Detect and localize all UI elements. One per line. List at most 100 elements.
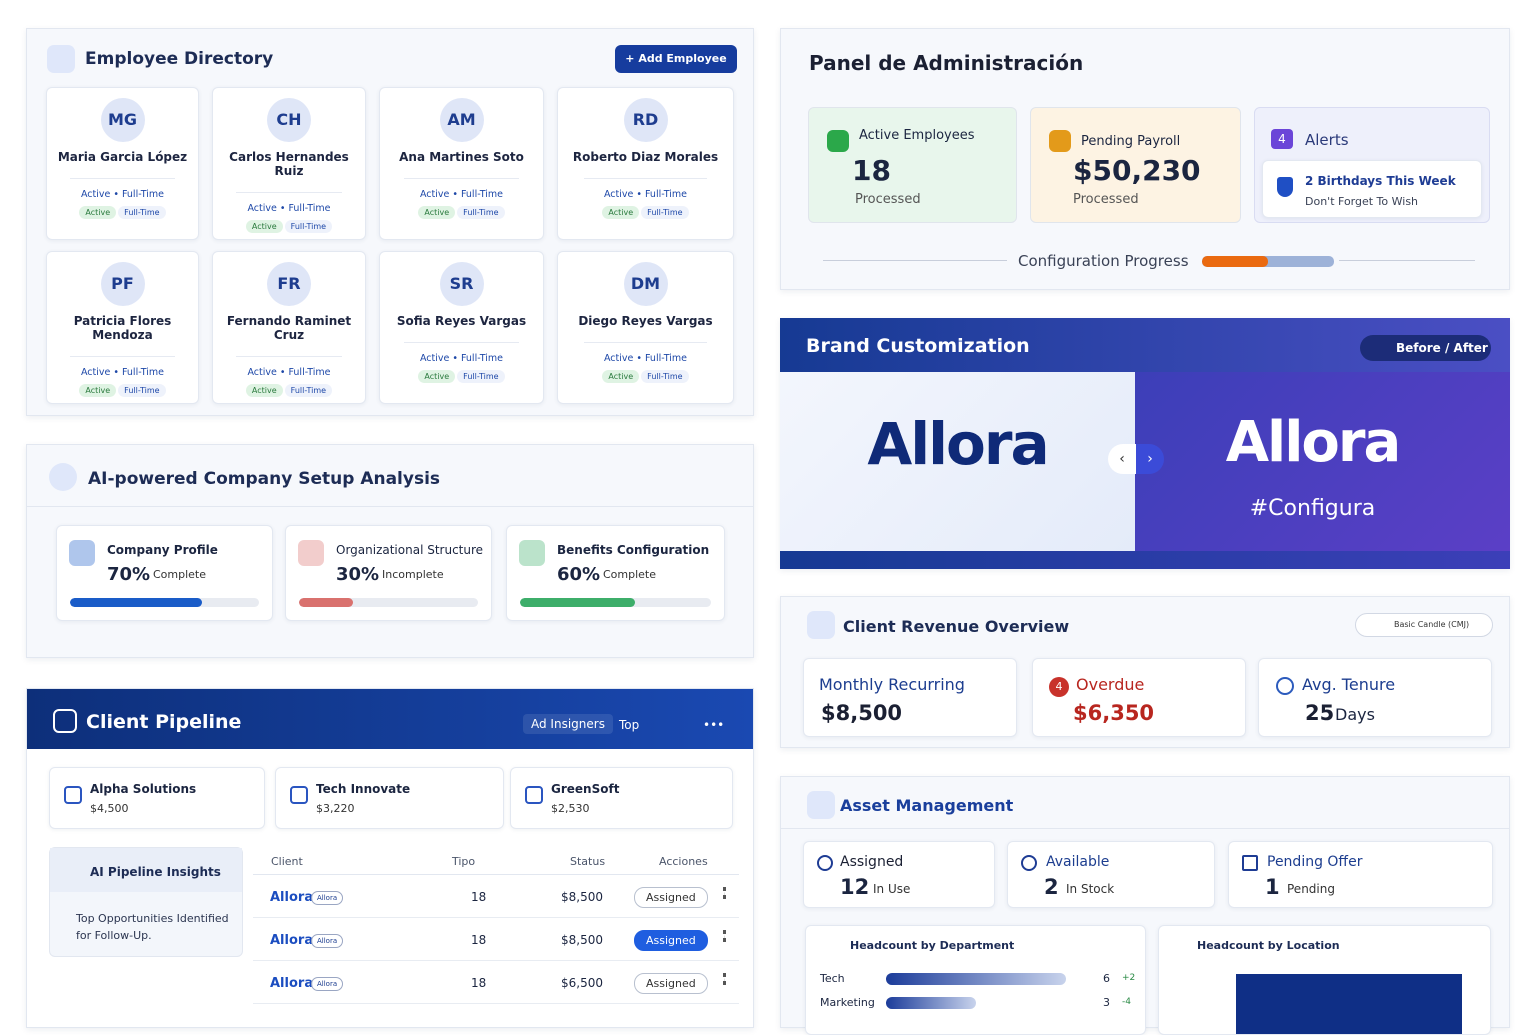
row-menu[interactable] (723, 930, 726, 942)
section-title: Panel de Administración (809, 51, 1084, 75)
employee-card[interactable]: SR Sofia Reyes Vargas Active • Full-Time Ac… (379, 251, 544, 404)
employee-card[interactable]: DM Diego Reyes Vargas Active • Full-Time Ac… (557, 251, 734, 404)
progress-track (299, 598, 478, 607)
table-row[interactable]: Allora Allora 18 $6,500 Assigned (253, 961, 739, 1004)
stat-note: Processed (1073, 192, 1139, 207)
revenue-overview: Client Revenue Overview Basic Candle (CM… (780, 596, 1510, 748)
revenue-card: 4 Overdue $6,350 (1032, 658, 1246, 737)
badge: Full-Time (457, 370, 505, 383)
employee-card[interactable]: AM Ana Martines Soto Active • Full-Time Act… (379, 87, 544, 240)
badge: Full-Time (118, 384, 166, 397)
insights-text: Top Opportunities Identified for Follow-… (76, 912, 229, 942)
asset-card: Available 2 In Stock (1007, 841, 1215, 908)
row-action[interactable]: Assigned (634, 887, 708, 908)
progress-track (70, 598, 259, 607)
employee-card[interactable]: FR Fernando Raminet Cruz Active • Full-Tim… (212, 251, 366, 404)
revenue-label: Overdue (1076, 675, 1145, 694)
table-row[interactable]: Allora Allora 18 $8,500 Assigned (253, 875, 739, 918)
row-tag: Allora (311, 977, 344, 991)
header-action[interactable]: Top (619, 718, 640, 732)
badges: Active Full-Time (213, 214, 365, 233)
badge: Full-Time (284, 384, 333, 397)
badges: Active Full-Time (47, 200, 198, 219)
header-action[interactable]: ••• (703, 718, 725, 732)
section-title: Employee Directory (85, 49, 274, 69)
progress-track (520, 598, 711, 607)
badges: Active Full-Time (213, 378, 365, 397)
plus: + (625, 52, 639, 65)
item-icon (298, 540, 324, 566)
employee-status: Active • Full-Time (404, 178, 519, 200)
table-header-bg (253, 847, 739, 875)
filter-label: Basic Candle (CMJ) (1394, 620, 1470, 629)
item-progress-label: 70% (107, 564, 151, 585)
asset-note: Pending (1287, 882, 1335, 896)
row-action[interactable]: Assigned (634, 930, 708, 951)
row-menu[interactable] (723, 887, 726, 899)
client-card[interactable]: Alpha Solutions $4,500 (49, 767, 265, 829)
progress-fill (70, 598, 203, 607)
brand-footer (780, 551, 1510, 569)
setup-item: Organizational Structure 30% Incomplete (285, 525, 492, 621)
row-menu[interactable] (723, 973, 726, 985)
asset-value: 12 (840, 875, 870, 899)
employee-name: Ana Martines Soto (399, 150, 524, 164)
stat-icon (827, 130, 849, 152)
badges: Active Full-Time (558, 364, 733, 383)
filter-button[interactable]: Basic Candle (CMJ) (1355, 613, 1493, 637)
asset-icon (817, 855, 833, 871)
row-action[interactable]: Assigned (634, 973, 708, 994)
avatar: DM (623, 262, 668, 306)
row-tag: Allora (311, 934, 344, 948)
chevron-right: › (1147, 451, 1153, 467)
employee-name: Sofia Reyes Vargas (396, 314, 527, 328)
avatar: RD (623, 98, 668, 142)
employee-card[interactable]: PF Patricia Flores Mendoza Active • Full-T… (46, 251, 199, 404)
client-card[interactable]: Tech Innovate $3,220 (275, 767, 504, 829)
row-tag: Allora (311, 891, 344, 905)
badge: Active (245, 220, 283, 233)
badges: Active Full-Time (558, 200, 733, 219)
progress-fill (520, 598, 635, 607)
client-amount: $4,500 (90, 802, 129, 815)
divider (823, 260, 1007, 261)
employee-card[interactable]: RD Roberto Diaz Morales Active • Full-Time… (557, 87, 734, 240)
before-after-toggle[interactable]: Before / After (1360, 335, 1491, 361)
asset-card: Assigned 12 In Use (803, 841, 995, 908)
alerts-title: Alerts (1305, 131, 1349, 149)
item-progress-label: 60% (557, 564, 601, 585)
revenue-value: 25 (1305, 701, 1335, 725)
row-client: Allora (270, 933, 314, 948)
add-employee-button[interactable]: + Add Employee (615, 45, 737, 73)
setup-item: Company Profile 70% Complete (56, 525, 273, 621)
employee-status: Active • Full-Time (69, 178, 176, 200)
alert-item[interactable]: 2 Birthdays This Week Don't Forget To Wi… (1262, 160, 1482, 218)
section-header (27, 445, 753, 507)
table-row[interactable]: Allora Allora 18 $8,500 Assigned (253, 918, 739, 961)
overdue-badge: 4 (1049, 677, 1069, 697)
employee-status: Active • Full-Time (235, 192, 343, 214)
row-tipo: 18 (471, 890, 487, 904)
client-name: Tech Innovate (316, 782, 411, 796)
info-icon (1276, 677, 1294, 695)
client-card[interactable]: GreenSoft $2,530 (510, 767, 733, 829)
admin-panel: Panel de Administración Active Employees… (780, 28, 1510, 290)
header-action[interactable]: Ad Insigners (523, 714, 613, 734)
employee-card[interactable]: MG Maria Garcia López Active • Full-Time Ac… (46, 87, 199, 240)
employee-card[interactable]: CH Carlos Hernandes Ruiz Active • Full-Tim… (212, 87, 366, 240)
table-header: Acciones (659, 855, 708, 868)
compare-slider[interactable]: ‹ › (1108, 444, 1164, 474)
employee-name: Maria Garcia López (57, 150, 188, 164)
shield-icon (1277, 177, 1293, 197)
stat-value: 18 (852, 154, 891, 187)
insights-box: AI Pipeline Insights Top Opportunities I… (49, 847, 243, 957)
row-status: $6,500 (561, 976, 603, 990)
stat-note: Processed (855, 192, 921, 207)
panel-title: Headcount by Department (850, 939, 1015, 952)
toggle-label: Before / After (1396, 341, 1488, 355)
before-panel (780, 372, 1135, 551)
asset-label: Pending Offer (1267, 854, 1363, 870)
dept-name: Tech (820, 972, 845, 985)
badge: Active (418, 206, 456, 219)
section-title: Client Pipeline (86, 711, 242, 733)
